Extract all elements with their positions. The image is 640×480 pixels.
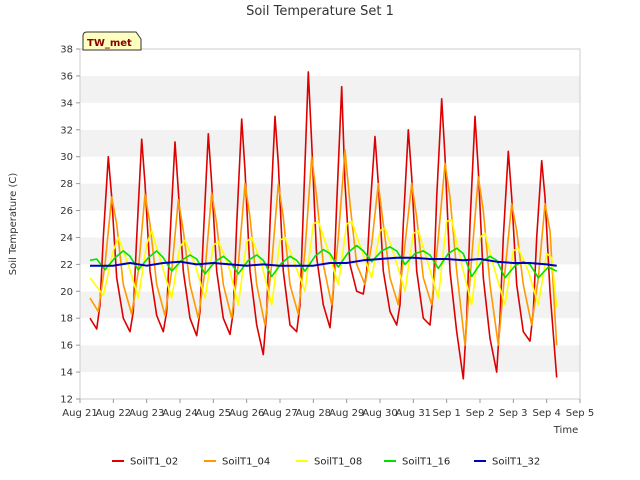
grid-band xyxy=(80,210,580,238)
x-tick-label: Sep 3 xyxy=(499,408,527,419)
x-tick-label: Aug 24 xyxy=(162,408,197,419)
legend: SoilT1_02 SoilT1_04 SoilT1_08 SoilT1_16 Soil… xyxy=(112,457,540,468)
y-tick-label: 32 xyxy=(60,125,73,136)
series-line-soilt1_08 xyxy=(89,219,558,308)
grid-band xyxy=(80,345,580,373)
grid-band xyxy=(80,49,580,76)
x-tick-label: Aug 26 xyxy=(229,408,264,419)
station-badge-label: TW_met xyxy=(87,38,132,49)
x-tick-label: Sep 4 xyxy=(532,408,560,419)
legend-label: SoilT1_02 xyxy=(130,457,178,468)
series-lines xyxy=(89,71,558,380)
y-tick-label: 30 xyxy=(60,152,73,163)
y-axis-ticks: 12 14 16 18 20 22 24 26 28 30 32 34 36 38 xyxy=(60,45,80,406)
x-tick-label: Sep 5 xyxy=(566,408,594,419)
grid-band xyxy=(80,75,580,103)
y-tick-label: 28 xyxy=(60,179,73,190)
plot-frame xyxy=(79,48,581,400)
legend-label: SoilT1_04 xyxy=(222,457,270,468)
x-tick-label: Sep 1 xyxy=(432,408,460,419)
y-tick-label: 36 xyxy=(60,71,73,82)
x-tick-label: Aug 22 xyxy=(96,408,131,419)
legend-label: SoilT1_32 xyxy=(492,457,540,468)
station-badge-shape xyxy=(82,31,142,51)
grid-band xyxy=(80,129,580,157)
x-tick-label: Sep 2 xyxy=(466,408,494,419)
x-tick-label: Aug 21 xyxy=(62,408,97,419)
y-tick-label: 38 xyxy=(60,45,73,56)
x-tick-label: Aug 28 xyxy=(296,408,331,419)
y-tick-label: 26 xyxy=(60,206,73,217)
x-tick-label: Aug 25 xyxy=(196,408,231,419)
x-tick-label: Aug 27 xyxy=(262,408,297,419)
y-tick-label: 20 xyxy=(60,287,73,298)
y-tick-label: 24 xyxy=(60,233,73,244)
y-tick-label: 16 xyxy=(60,341,73,352)
y-axis-title: Soil Temperature (C) xyxy=(8,173,19,276)
grid-band xyxy=(80,372,580,399)
grid-band xyxy=(80,156,580,184)
station-badge: TW_met xyxy=(82,31,142,51)
grid-band xyxy=(80,102,580,130)
grid-band xyxy=(80,183,580,211)
y-tick-label: 12 xyxy=(60,395,73,406)
legend-label: SoilT1_16 xyxy=(402,457,450,468)
legend-label: SoilT1_08 xyxy=(314,457,362,468)
x-tick-label: Aug 31 xyxy=(396,408,431,419)
chart-title: Soil Temperature Set 1 xyxy=(246,4,394,19)
x-tick-label: Aug 23 xyxy=(129,408,164,419)
x-tick-label: Aug 29 xyxy=(329,408,364,419)
series-line-soilt1_32 xyxy=(90,256,557,267)
x-axis-title: Time xyxy=(553,425,578,436)
y-tick-label: 34 xyxy=(60,98,73,109)
y-tick-label: 22 xyxy=(60,260,73,271)
x-tick-label: Aug 30 xyxy=(362,408,397,419)
grid-bands xyxy=(80,49,580,399)
y-tick-label: 14 xyxy=(60,368,73,379)
y-tick-label: 18 xyxy=(60,314,73,325)
